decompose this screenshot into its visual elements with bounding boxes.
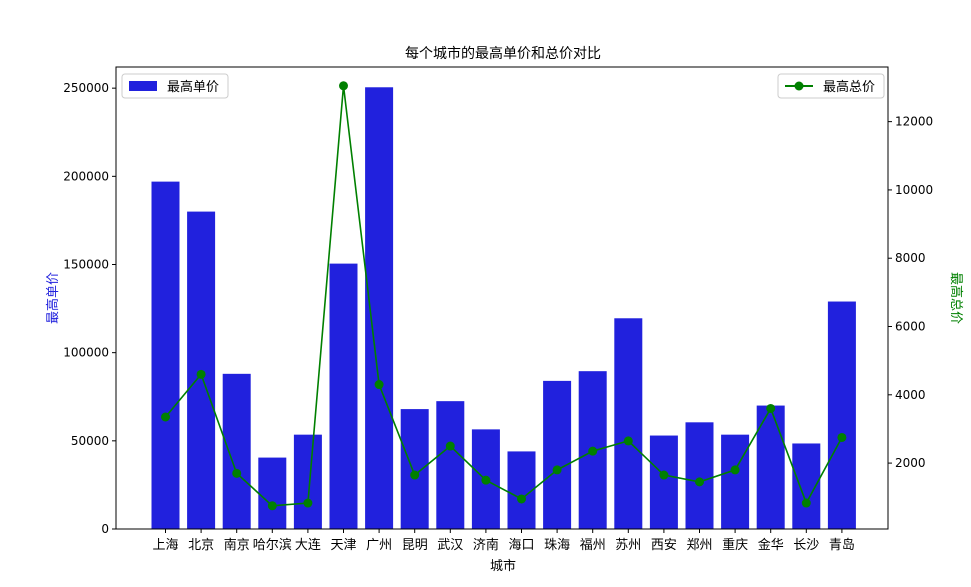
- legend-line-marker: [794, 81, 804, 91]
- line-point: [410, 470, 420, 480]
- x-tick-label: 重庆: [722, 537, 748, 553]
- y-tick-label-right: 2000: [895, 456, 926, 470]
- bar: [151, 181, 180, 529]
- x-tick-label: 上海: [152, 538, 178, 553]
- x-tick-label: 天津: [330, 538, 356, 553]
- x-tick-label: 西安: [651, 538, 677, 553]
- bar: [721, 434, 750, 529]
- line-point: [161, 412, 170, 422]
- line-point: [517, 494, 526, 504]
- bar: [400, 409, 429, 529]
- bar: [507, 451, 536, 529]
- plot-frame: [115, 66, 889, 530]
- y-tick-label-left: 0: [101, 522, 109, 536]
- y-tick-label-right: 8000: [895, 251, 926, 265]
- line-point: [374, 380, 384, 390]
- bar: [543, 380, 572, 529]
- line-point: [837, 432, 847, 442]
- legend-line-label: 最高总价: [823, 79, 875, 95]
- x-tick-label: 福州: [580, 538, 606, 553]
- line-point: [196, 369, 206, 379]
- y-tick-label-left: 150000: [63, 257, 109, 271]
- legend-line: 最高总价: [777, 73, 885, 99]
- x-tick-label: 济南: [473, 537, 499, 553]
- legend-bar-swatch: [129, 81, 157, 91]
- y-tick-label-left: 250000: [63, 81, 109, 95]
- bar: [436, 401, 465, 529]
- y-axis-label-left: 最高单价: [45, 272, 61, 324]
- bar: [293, 434, 322, 529]
- chart-title: 每个城市的最高单价和总价对比: [405, 45, 601, 62]
- bar: [685, 422, 714, 529]
- bar: [329, 263, 358, 529]
- line-point: [588, 446, 598, 456]
- x-tick-label: 长沙: [793, 538, 819, 553]
- bar: [222, 373, 251, 529]
- line-point: [730, 465, 740, 475]
- x-tick-label: 青岛: [829, 537, 855, 553]
- legend-bar-label: 最高单价: [167, 79, 219, 95]
- line-point: [232, 468, 242, 478]
- line-point: [766, 403, 776, 413]
- x-tick-label: 广州: [366, 538, 392, 553]
- y-tick-label-left: 100000: [63, 346, 109, 360]
- y-tick-label-right: 4000: [895, 388, 926, 402]
- line-point: [659, 470, 669, 480]
- line-point: [267, 501, 277, 511]
- y-tick-label-left: 200000: [63, 169, 109, 183]
- x-tick-label: 哈尔滨: [253, 537, 292, 553]
- bar: [614, 318, 643, 529]
- line-point: [339, 81, 348, 91]
- legend-bar: 最高单价: [121, 73, 229, 99]
- line-series: [164, 85, 843, 507]
- x-tick-label: 海口: [508, 538, 534, 553]
- legend-bar-box: [121, 73, 229, 99]
- line-point: [303, 498, 313, 508]
- plot-area: 上海 北京 南京 哈尔滨 大连 天津 广州 昆明 武汉 济南 海口 珠海 福州 苏州 西安 郑州 重庆 金华 长沙青…: [63, 81, 933, 553]
- line-point: [801, 498, 811, 508]
- x-tick-label: 郑州: [686, 538, 712, 553]
- legend-line-box: [777, 73, 885, 99]
- y-tick-label-left: 50000: [71, 434, 109, 448]
- bar: [649, 435, 678, 529]
- x-tick-label: 金华: [758, 537, 784, 553]
- line-point: [481, 475, 491, 485]
- x-tick-label: 昆明: [402, 538, 428, 553]
- bar: [258, 457, 287, 529]
- x-tick-label: 南京: [224, 537, 250, 553]
- y-axis-label-right: 最高总价: [948, 272, 964, 324]
- bar: [827, 301, 856, 529]
- x-tick-label: 武汉: [437, 538, 463, 553]
- y-tick-label-right: 12000: [895, 115, 933, 129]
- line-point: [552, 465, 562, 475]
- line-point: [623, 436, 633, 446]
- x-tick-label: 北京: [188, 538, 214, 553]
- line-point: [695, 477, 704, 487]
- y-tick-label-right: 10000: [895, 183, 933, 197]
- x-axis-label: 城市: [490, 558, 516, 574]
- line-point: [445, 441, 455, 451]
- y-tick-label-right: 6000: [895, 320, 926, 334]
- x-tick-label: 大连: [295, 537, 321, 553]
- x-tick-label: 苏州: [615, 537, 641, 553]
- x-tick-label: 珠海: [544, 538, 570, 553]
